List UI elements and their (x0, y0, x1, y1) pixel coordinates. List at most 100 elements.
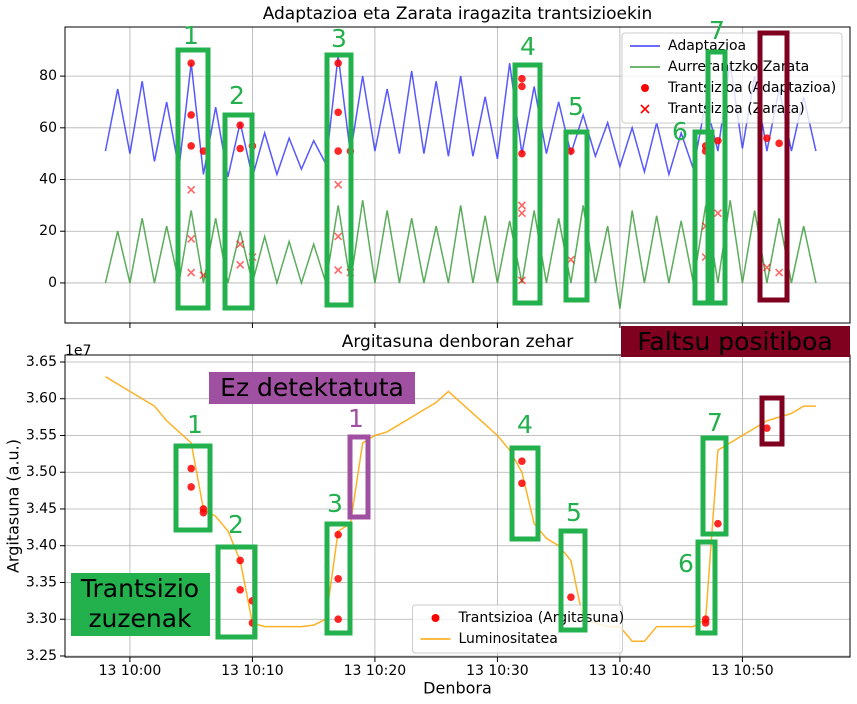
box (222, 112, 255, 311)
marker-x (334, 180, 343, 189)
marker-dot (518, 149, 526, 158)
marker-x (713, 209, 722, 218)
marker-x (187, 185, 196, 194)
marker-dot (334, 108, 342, 117)
marker-x (334, 232, 343, 241)
box (700, 435, 729, 537)
y-tick-label: 60 (39, 120, 57, 136)
x-tick-label: 13 10:50 (711, 663, 774, 679)
label: 1 (183, 21, 199, 50)
box (558, 528, 588, 633)
marker-dot (518, 82, 526, 91)
box (563, 129, 590, 303)
marker-dot (199, 508, 208, 517)
y-tick-label: 3.45 (26, 501, 57, 517)
y-tick-label: 3.30 (26, 611, 57, 627)
x-axis-label: Denbora (423, 679, 492, 698)
marker-dot (187, 483, 195, 491)
marker-dot (236, 556, 244, 565)
box (175, 47, 211, 311)
marker-dot (199, 147, 208, 155)
marker-dot (518, 479, 526, 488)
marker-dot (714, 519, 722, 528)
y-axis-label: Argitasuna (a.u.) (4, 439, 23, 573)
callout: Trantsizio (80, 574, 199, 603)
label: 7 (709, 16, 725, 45)
axes: 13 10:00 13 10:10 13 10:20 13 10:30 13 10:40… (4, 332, 851, 698)
marker-dot (775, 139, 783, 148)
box (324, 52, 354, 308)
box (173, 443, 213, 533)
box (324, 521, 353, 636)
marker-dot (334, 574, 342, 583)
label: 1 (348, 404, 364, 433)
x-tick-label: 13 10:40 (589, 663, 652, 679)
marker-dot (187, 464, 195, 473)
callout: Ez detektatuta (220, 373, 404, 402)
callout: zuzenak (88, 604, 192, 633)
legend-label: Trantsizioa (Argitasuna) (458, 610, 625, 626)
marker-x (236, 240, 245, 249)
callout-bg (209, 372, 415, 404)
y-tick-label: 3.60 (26, 391, 57, 407)
top-annotations: 1 2 3 4 5 6 7 Faltsu positiboa (175, 16, 850, 357)
callout-bg (71, 573, 210, 636)
marker-x (236, 260, 245, 269)
marker-dot (763, 134, 771, 142)
marker-dot (334, 530, 342, 539)
y-tick-label: 3.50 (26, 464, 57, 480)
false-box (759, 395, 785, 447)
label: 2 (229, 81, 245, 110)
marker-x (517, 201, 526, 210)
marker-dot (763, 424, 771, 432)
marker-x (517, 209, 526, 218)
y-tick-label: 20 (39, 223, 57, 239)
marker-x (775, 268, 784, 277)
marker-dot (518, 74, 526, 83)
marker-x (187, 268, 196, 277)
box (512, 62, 543, 306)
marker-dot (567, 593, 575, 601)
legend-label: Luminositatea (459, 631, 558, 647)
legend-swatch (641, 84, 649, 92)
y-offset: 1e7 (65, 343, 91, 359)
bottom-annotations: 1 2 3 1 4 5 6 7 Ez detektatuta Trantsizi… (71, 372, 785, 640)
marker-dot (187, 111, 195, 119)
y-tick-label: 80 (39, 68, 57, 84)
y-tick-label: 40 (39, 172, 57, 188)
marker-x (187, 234, 196, 244)
marker-dot (518, 457, 526, 466)
y-tick-label: 3.35 (26, 574, 57, 590)
x-tick-label: 13 10:00 (99, 663, 162, 679)
box (509, 445, 541, 542)
legend-label: Trantsizioa (Zarata) (667, 101, 805, 117)
label: 6 (678, 549, 694, 578)
label: 6 (672, 117, 688, 146)
legend: Trantsizioa (Argitasuna) Luminositatea (412, 604, 625, 654)
label: 4 (517, 410, 533, 439)
frame (64, 26, 851, 324)
marker-dot (236, 144, 244, 153)
frame (64, 354, 851, 658)
marker-dot (334, 147, 342, 155)
x-tick-label: 13 10:10 (221, 663, 284, 679)
marker-dot (187, 59, 195, 67)
callout: Faltsu positiboa (637, 327, 832, 356)
marker-x (762, 263, 771, 272)
y-tick-label: 3.55 (26, 427, 57, 443)
legend-swatch (640, 104, 650, 114)
chart-title: Adaptazioa eta Zarata iragazita trantsiz… (263, 4, 653, 24)
missed-box (347, 434, 371, 520)
chart-title: Argitasuna denboran zehar (342, 332, 574, 352)
false-box (757, 30, 790, 303)
legend-box (412, 604, 623, 654)
marker-dot (187, 142, 195, 150)
marker-x (517, 276, 526, 285)
y-tick-label: 0 (48, 275, 57, 291)
label: 3 (327, 489, 343, 518)
label: 1 (187, 410, 203, 439)
label: 4 (520, 32, 536, 61)
legend-label: Trantsizioa (Adaptazioa) (667, 80, 836, 96)
label: 2 (228, 510, 244, 539)
